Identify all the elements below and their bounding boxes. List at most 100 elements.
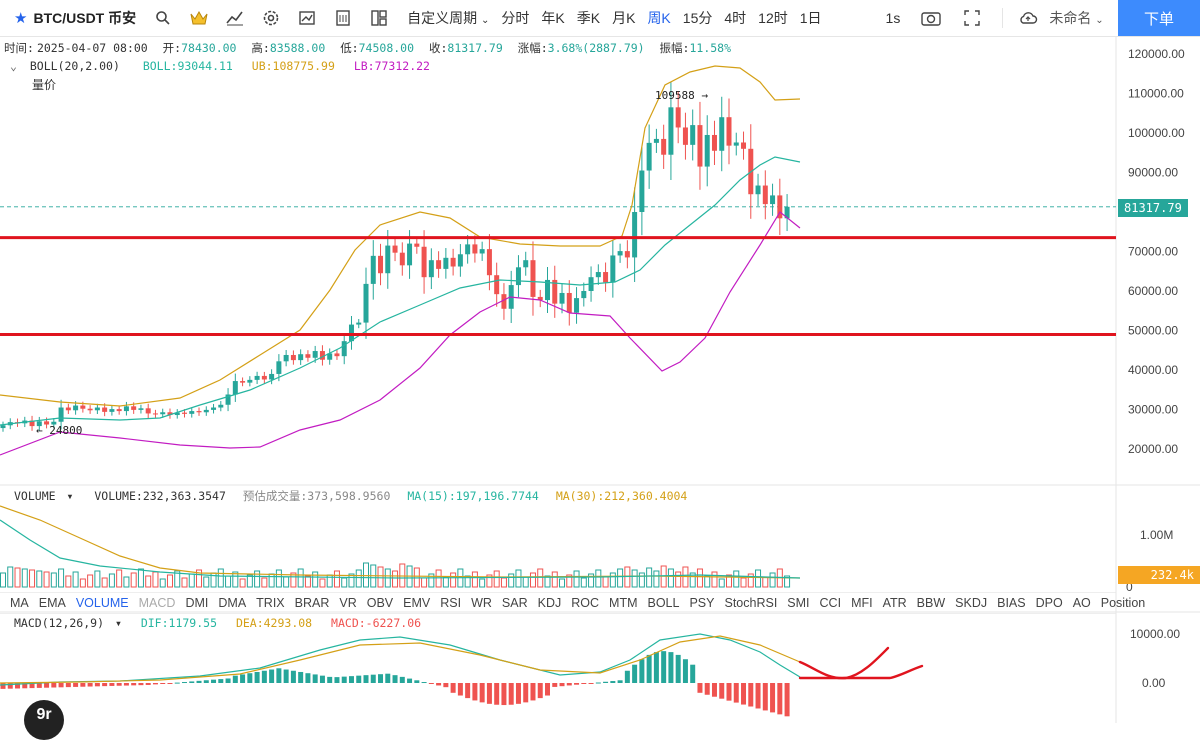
candle-body [247, 379, 253, 383]
candle-body [15, 422, 21, 424]
boll-name[interactable]: BOLL(20,2.00) [29, 59, 120, 73]
indicator-tab-wr[interactable]: WR [471, 596, 492, 610]
order-button[interactable]: 下单 [1118, 0, 1200, 36]
volume-bar [304, 575, 311, 588]
candle-body [741, 142, 747, 149]
candle-body [225, 394, 231, 405]
indicator-tab-roc[interactable]: ROC [571, 596, 600, 610]
macd-histogram-bar [421, 682, 427, 684]
volume-bar [14, 567, 21, 588]
indicator-tab-bias[interactable]: BIAS [997, 596, 1026, 610]
search-icon[interactable] [152, 7, 174, 29]
indicator-tab-ema[interactable]: EMA [38, 596, 66, 610]
macd-name[interactable]: MACD(12,26,9) [14, 616, 105, 630]
indicator-tab-boll[interactable]: BOLL [647, 596, 680, 610]
indicator-tab-vr[interactable]: VR [339, 596, 357, 610]
volume-bar [573, 570, 580, 588]
camera-icon[interactable] [920, 7, 942, 29]
fullscreen-icon[interactable] [961, 7, 983, 29]
indicator-tab-ma[interactable]: MA [10, 596, 29, 610]
interval-selector[interactable]: 1s [885, 10, 901, 26]
indicator-tab-dma[interactable]: DMA [218, 596, 247, 610]
volume-bar [254, 570, 261, 588]
cloud-icon[interactable] [1017, 7, 1039, 29]
indicator-tab-kdj[interactable]: KDJ [537, 596, 562, 610]
candle-body [276, 361, 282, 374]
period-12h[interactable]: 12时 [758, 10, 788, 26]
macd-histogram-bar [465, 683, 471, 699]
candle-body [719, 117, 725, 151]
indicator-tab-smi[interactable]: SMI [787, 596, 810, 610]
candle-body [327, 353, 333, 360]
chevron-down-icon[interactable]: ⌄ [10, 59, 17, 73]
indicators-icon[interactable] [224, 7, 246, 29]
indicator-tab-stochrsi[interactable]: StochRSI [724, 596, 778, 610]
indicator-tab-mtm[interactable]: MTM [609, 596, 638, 610]
volume-bar [559, 578, 566, 588]
volume-bar [544, 575, 551, 588]
chevron-down-icon[interactable]: ▾ [66, 489, 74, 503]
indicator-tab-emv[interactable]: EMV [403, 596, 431, 610]
indicator-tab-dpo[interactable]: DPO [1035, 596, 1063, 610]
macd-histogram-bar [65, 683, 71, 688]
indicator-tab-volume[interactable]: VOLUME [75, 596, 129, 610]
period-quarter[interactable]: 季K [576, 10, 601, 26]
macd-histogram-bar [298, 671, 304, 683]
indicator-tab-obv[interactable]: OBV [366, 596, 394, 610]
indicator-tab-trix[interactable]: TRIX [256, 596, 285, 610]
price-axis-label: 110000.00 [1128, 87, 1184, 101]
crown-icon[interactable] [188, 7, 210, 29]
candle-body [363, 283, 369, 323]
candle-body [690, 125, 696, 145]
volume-bar [689, 572, 696, 588]
period-4h[interactable]: 4时 [724, 10, 747, 26]
volume-bar [203, 576, 210, 588]
indicator-tab-sar[interactable]: SAR [501, 596, 528, 610]
macd-histogram-bar [305, 673, 311, 683]
volume-bar [667, 568, 674, 588]
candle-body [73, 405, 79, 411]
image-chart-icon[interactable] [296, 7, 318, 29]
settings-icon[interactable] [260, 7, 282, 29]
period-fenshi[interactable]: 分时 [501, 10, 530, 26]
macd-histogram-bar [407, 678, 413, 683]
layout-name-dropdown[interactable]: 未命名 ⌄ [1049, 8, 1103, 28]
indicator-tab-skdj[interactable]: SKDJ [955, 596, 988, 610]
candle-body [0, 425, 6, 429]
indicator-tab-brar[interactable]: BRAR [294, 596, 330, 610]
macd-histogram-bar [646, 654, 652, 683]
volume-bar [58, 568, 65, 588]
indicator-tab-position[interactable]: Position [1100, 596, 1146, 610]
indicator-tab-ao[interactable]: AO [1072, 596, 1091, 610]
custom-period-dropdown[interactable]: 自定义周期 ⌄ [407, 8, 489, 28]
indicator-tab-bbw[interactable]: BBW [916, 596, 946, 610]
volume-bar [450, 572, 457, 588]
price-axis-label: 60000.00 [1128, 284, 1178, 298]
candle-body [7, 422, 13, 426]
period-15m[interactable]: 15分 [682, 10, 713, 26]
indicator-tab-atr[interactable]: ATR [882, 596, 907, 610]
macd-histogram-bar [436, 683, 442, 686]
indicator-tab-mfi[interactable]: MFI [851, 596, 873, 610]
indicator-tab-psy[interactable]: PSY [689, 596, 715, 610]
volume-bar [595, 569, 602, 588]
indicator-tab-rsi[interactable]: RSI [440, 596, 462, 610]
period-year[interactable]: 年K [541, 10, 565, 26]
candle-body [160, 412, 166, 415]
star-icon[interactable]: ★ [14, 10, 28, 27]
volume-name[interactable]: VOLUME [14, 489, 56, 503]
symbol-selector[interactable]: ★ BTC/USDT 币安 [14, 8, 136, 28]
chevron-down-icon[interactable]: ▾ [114, 616, 122, 630]
period-month[interactable]: 月K [612, 10, 636, 26]
indicator-tab-cci[interactable]: CCI [819, 596, 842, 610]
period-week[interactable]: 周K [647, 10, 671, 26]
layout-icon[interactable] [368, 7, 390, 29]
macd-histogram-bar [44, 683, 50, 688]
period-1d[interactable]: 1日 [799, 10, 822, 26]
change-label: 涨幅: [517, 41, 548, 55]
macd-histogram-bar [73, 683, 79, 687]
indicator-tab-dmi[interactable]: DMI [185, 596, 209, 610]
volume-bar [733, 570, 740, 588]
calculator-icon[interactable] [332, 7, 354, 29]
indicator-tab-macd[interactable]: MACD [138, 596, 176, 610]
